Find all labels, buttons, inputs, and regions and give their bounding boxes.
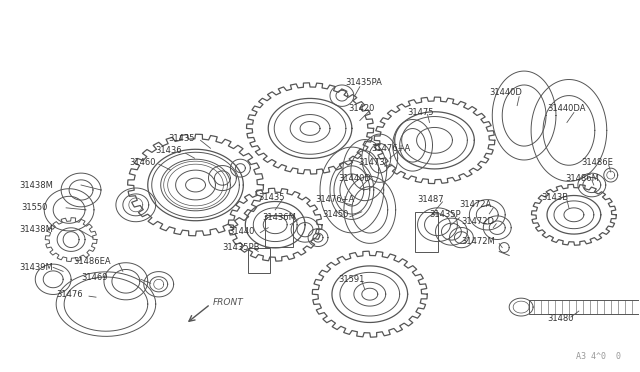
Text: A3 4^0  0: A3 4^0 0	[576, 352, 621, 361]
Text: 31436: 31436	[156, 146, 182, 155]
Text: 31435: 31435	[169, 134, 195, 143]
Text: 31472D: 31472D	[461, 217, 494, 226]
Text: 31460: 31460	[129, 158, 156, 167]
Text: 31486EA: 31486EA	[73, 257, 111, 266]
Text: 31472A: 31472A	[460, 201, 492, 209]
Text: 31435P: 31435P	[429, 210, 461, 219]
Text: 31487: 31487	[417, 195, 444, 204]
Text: 31450: 31450	[322, 210, 348, 219]
Text: 31469: 31469	[81, 273, 108, 282]
Text: 31435: 31435	[259, 193, 285, 202]
Text: 31440DA: 31440DA	[547, 104, 586, 113]
Text: 31438M: 31438M	[19, 225, 53, 234]
Text: FRONT: FRONT	[212, 298, 243, 307]
Text: 31473: 31473	[358, 158, 385, 167]
Bar	[415, 212, 438, 251]
Bar	[265, 215, 293, 247]
Text: 31472M: 31472M	[461, 237, 495, 246]
Text: 31440D: 31440D	[489, 88, 522, 97]
Text: 31435PB: 31435PB	[223, 243, 260, 252]
Text: 31486E: 31486E	[581, 158, 612, 167]
Text: 31591: 31591	[338, 275, 364, 284]
Text: 31440D: 31440D	[338, 174, 371, 183]
Text: 31439M: 31439M	[19, 263, 53, 272]
Text: 3143B: 3143B	[541, 193, 568, 202]
Text: 31476: 31476	[56, 290, 83, 299]
Bar	[529, 300, 640, 314]
Text: 31440: 31440	[228, 227, 255, 236]
Text: 31420: 31420	[348, 104, 374, 113]
Text: 31435PA: 31435PA	[345, 78, 382, 87]
Text: 31550: 31550	[21, 203, 47, 212]
Bar	[248, 247, 270, 273]
Text: 31486M: 31486M	[565, 174, 599, 183]
Text: 31476+A: 31476+A	[315, 195, 355, 204]
Text: 31438M: 31438M	[19, 180, 53, 189]
Text: 31476+A: 31476+A	[372, 144, 411, 153]
Text: 31480: 31480	[547, 314, 573, 324]
Text: 31475: 31475	[408, 108, 434, 117]
Text: 31436M: 31436M	[262, 213, 296, 222]
